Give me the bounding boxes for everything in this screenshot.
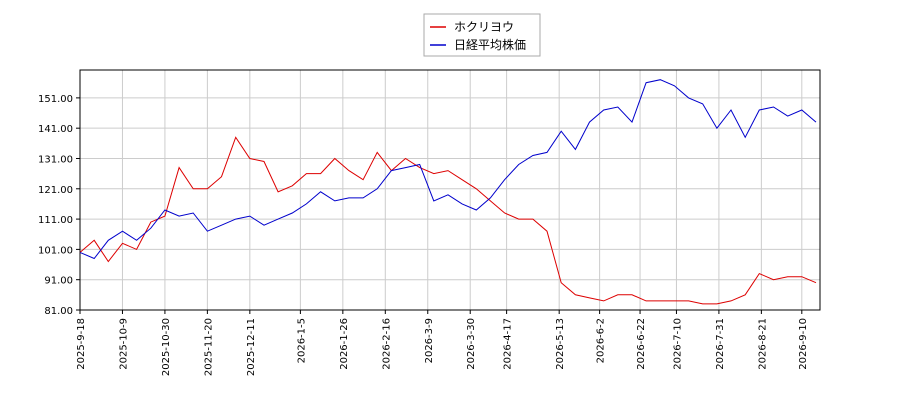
y-tick-label: 141.00 [38,124,73,135]
x-tick-label: 2026-1-5 [296,318,307,363]
y-tick-label: 131.00 [38,154,73,165]
x-tick-label: 2026-4-17 [503,318,514,370]
series-line [79,136,817,305]
x-tick-label: 2026-2-16 [381,318,392,370]
y-tick-label: 101.00 [38,245,73,256]
legend-label: 日経平均株価 [454,37,526,52]
x-tick-label: 2025-10-30 [161,318,172,376]
y-tick-label: 91.00 [44,276,73,287]
x-tick-label: 2026-6-22 [636,318,647,370]
y-tick-label: 151.00 [38,94,73,105]
x-tick-label: 2026-3-9 [424,318,435,363]
series-line [79,79,817,260]
x-tick-label: 2026-7-10 [672,318,683,370]
x-tick-label: 2026-5-13 [555,318,566,370]
x-tick-label: 2025-12-11 [246,318,257,376]
x-tick-label: 2026-6-2 [596,318,607,363]
legend-label: ホクリヨウ [454,20,514,34]
x-tick-label: 2026-1-26 [339,318,350,370]
plot-frame [79,69,821,311]
x-tick-label: 2025-10-9 [118,318,129,370]
y-tick-label: 121.00 [38,185,73,196]
x-tick-label: 2026-9-10 [798,318,809,370]
y-tick-label: 111.00 [38,215,73,226]
legend-box [423,13,541,57]
x-tick-label: 2026-3-30 [466,318,477,370]
x-tick-label: 2025-9-18 [76,318,87,370]
x-tick-label: 2026-7-31 [715,318,726,370]
x-tick-label: 2025-11-20 [203,318,214,376]
x-tick-label: 2026-8-21 [757,318,768,370]
y-tick-label: 81.00 [44,306,73,317]
